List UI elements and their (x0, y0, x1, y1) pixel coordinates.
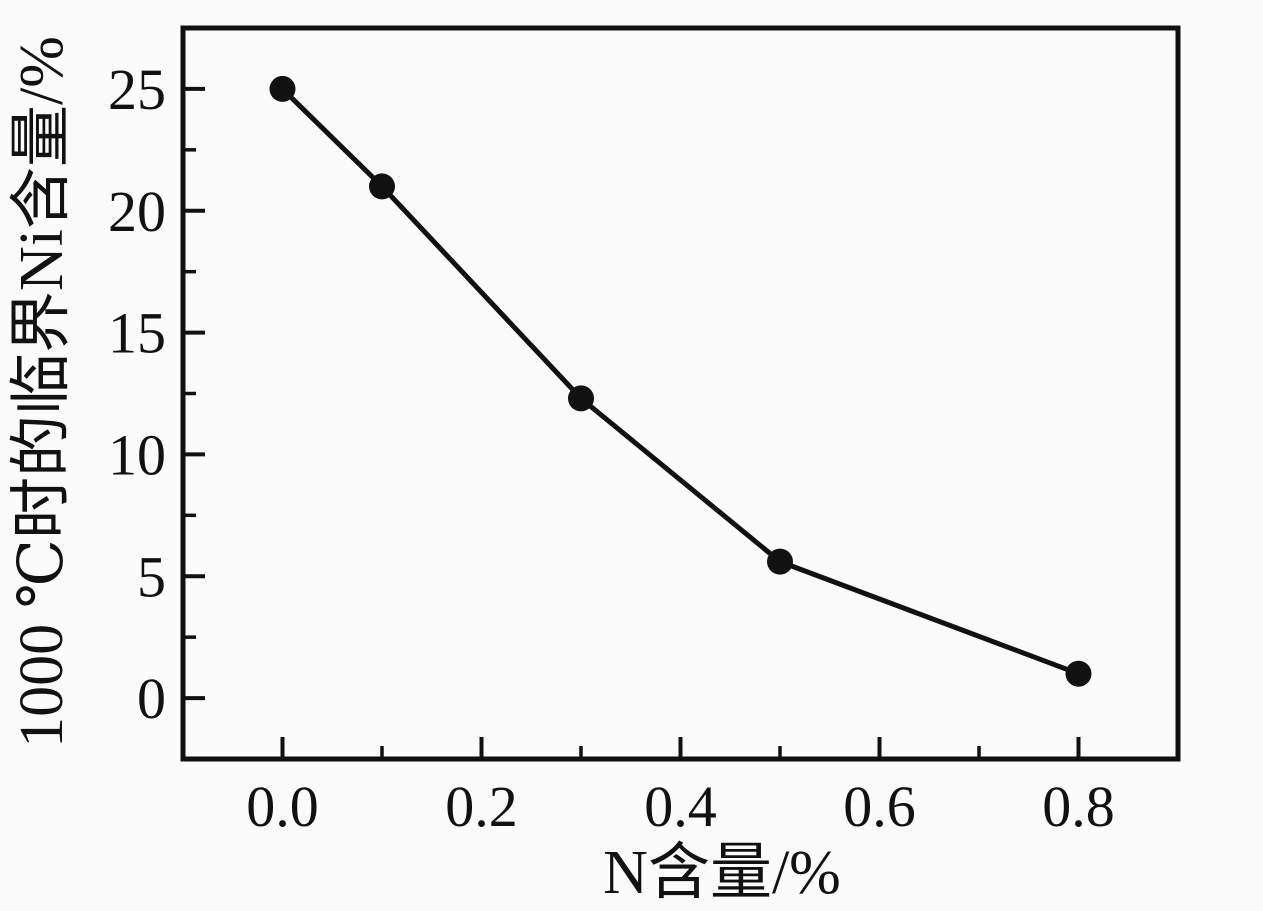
x-tick-label: 0.4 (644, 774, 717, 839)
data-points (269, 75, 1092, 687)
data-point (269, 75, 296, 102)
data-line (280, 87, 1080, 677)
y-tick-label: 15 (108, 301, 166, 366)
y-axis-minor-ticks (183, 148, 196, 639)
data-point (1065, 660, 1092, 687)
data-point (369, 173, 395, 200)
data-point (568, 385, 594, 412)
data-point (767, 548, 793, 575)
y-tick-label: 25 (108, 57, 166, 122)
x-tick-label: 0.8 (1042, 774, 1115, 839)
x-axis-major-ticks (280, 737, 1081, 759)
y-tick-label: 5 (137, 544, 166, 609)
x-axis-tick-labels: 0.0 0.2 0.4 0.6 0.8 (246, 774, 1115, 839)
x-tick-label: 0.6 (843, 774, 916, 839)
y-tick-label: 0 (137, 666, 166, 731)
y-axis-major-ticks (183, 86, 205, 701)
x-axis-minor-ticks (380, 746, 981, 759)
y-axis-label: 1000 ℃时的临界Ni含量/% (8, 36, 76, 748)
x-tick-label: 0.2 (445, 774, 518, 839)
x-tick-label: 0.0 (246, 774, 319, 839)
y-tick-label: 10 (108, 422, 166, 487)
x-axis-label: N含量/% (603, 839, 841, 907)
y-axis-tick-labels: 0 5 10 15 20 25 (108, 57, 166, 731)
y-tick-label: 20 (108, 179, 166, 244)
